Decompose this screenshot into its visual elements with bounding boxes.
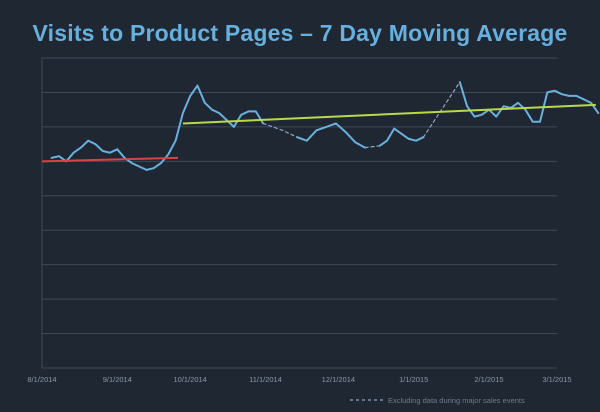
x-tick-label: 10/1/2014 bbox=[173, 375, 206, 384]
series-line bbox=[50, 84, 265, 171]
legend-label: Excluding data during major sales events bbox=[388, 396, 525, 405]
series-line bbox=[296, 122, 367, 149]
x-tick-label: 8/1/2014 bbox=[27, 375, 56, 384]
trend-line bbox=[41, 156, 179, 163]
x-tick-label: 1/1/2015 bbox=[399, 375, 428, 384]
x-tick-label: 2/1/2015 bbox=[474, 375, 503, 384]
series-line-excluded bbox=[262, 122, 298, 138]
series-line bbox=[378, 127, 425, 147]
x-tick-label: 12/1/2014 bbox=[322, 375, 355, 384]
series-line bbox=[458, 81, 600, 123]
x-tick-label: 9/1/2014 bbox=[103, 375, 132, 384]
series-line-excluded bbox=[364, 145, 381, 149]
trend-line bbox=[182, 103, 596, 125]
x-tick-label: 11/1/2014 bbox=[249, 375, 282, 384]
series-line-excluded bbox=[422, 81, 461, 138]
x-tick-label: 3/1/2015 bbox=[542, 375, 571, 384]
chart-title: Visits to Product Pages – 7 Day Moving A… bbox=[32, 20, 568, 46]
